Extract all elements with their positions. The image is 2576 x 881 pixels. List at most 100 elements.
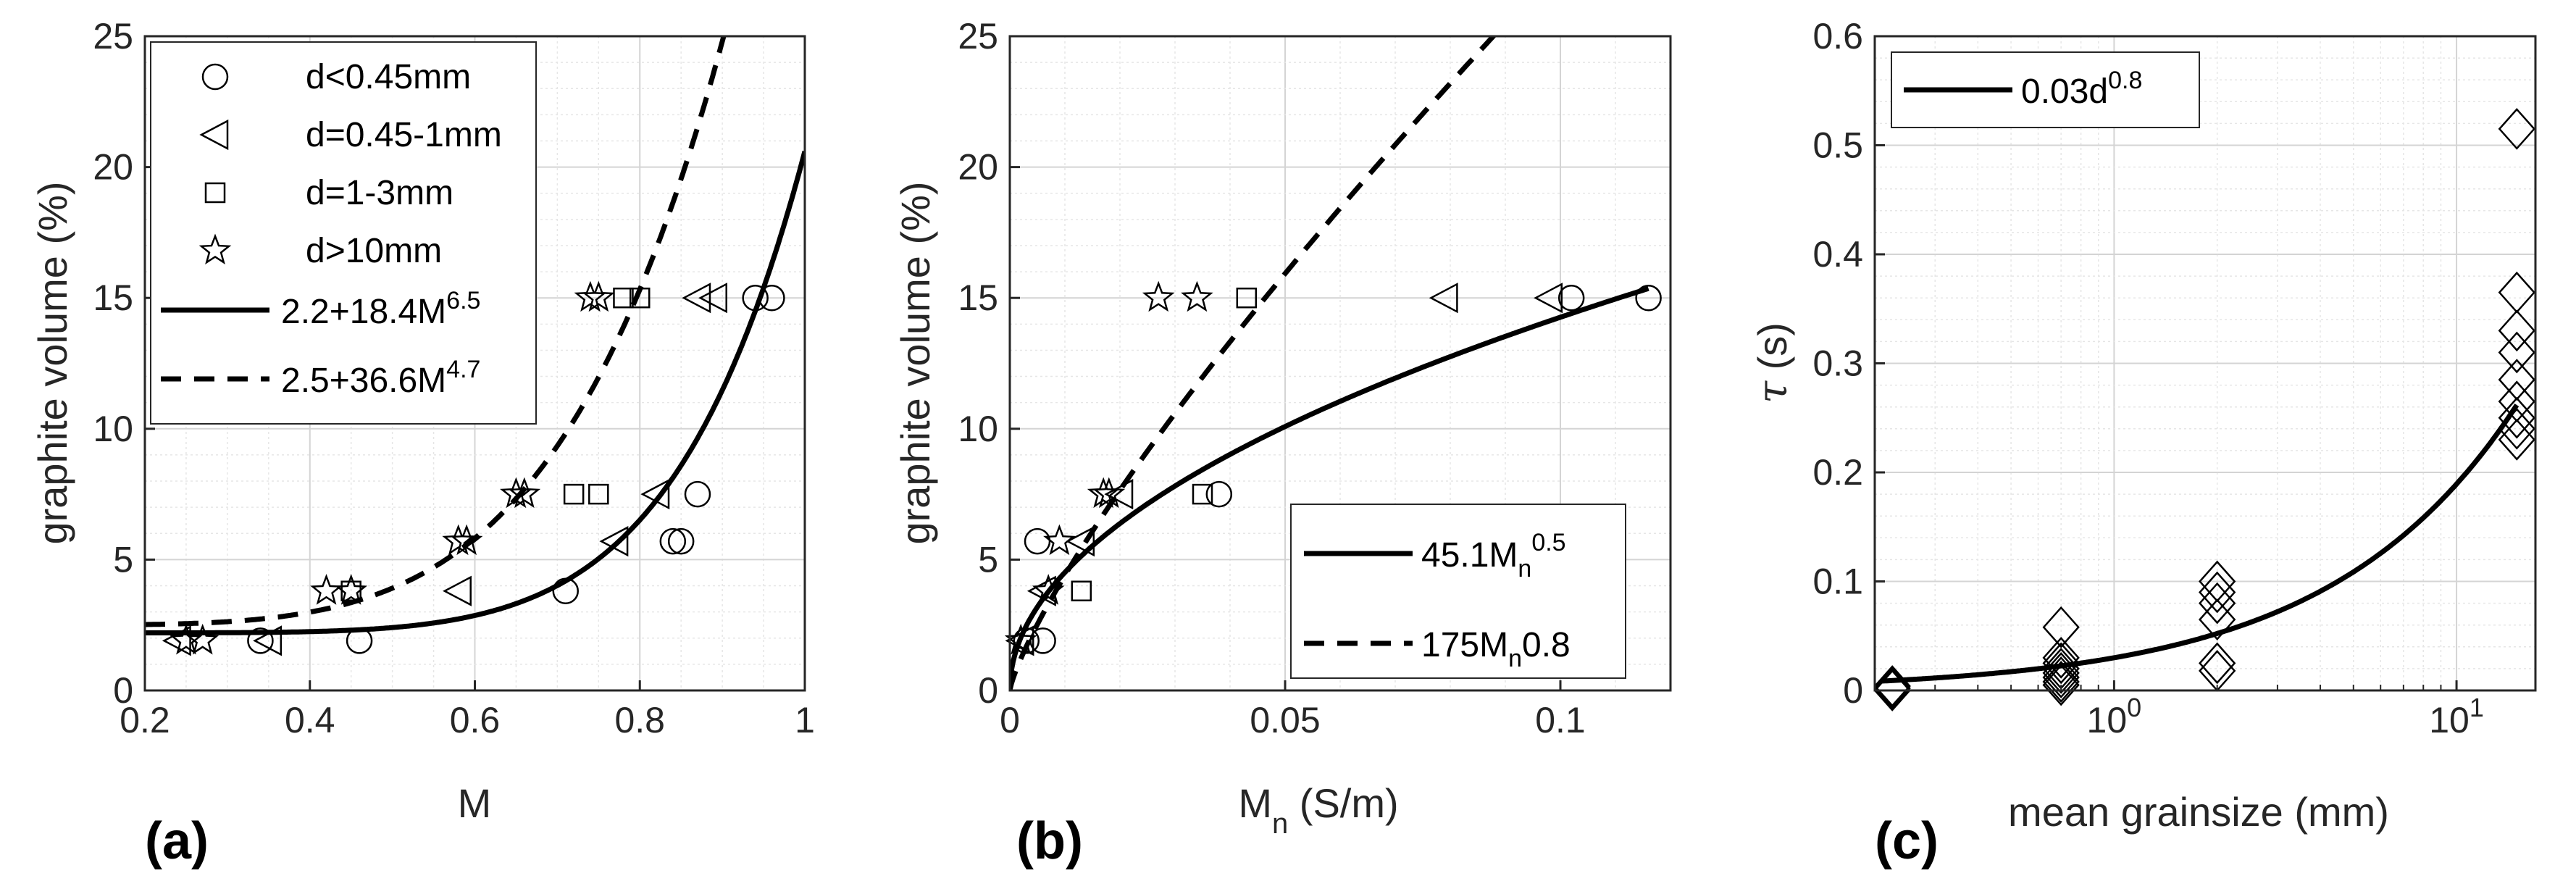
data-point-circle [1635,284,1662,312]
data-point-triangle-left [443,575,472,606]
legend-marker-triangle-left [199,119,229,151]
y-tick-label: 10 [958,409,998,449]
data-point-square [563,483,585,505]
data-point-diamond [2042,642,2080,685]
data-point-circle [758,284,785,312]
fit-curve-dashed [145,36,727,627]
data-point-diamond [2042,656,2080,698]
data-point-circle [552,577,580,604]
data-point-diamond [2498,407,2535,450]
data-point-diamond [2498,396,2535,439]
data-point-star [508,477,541,509]
y-tick-label: 0 [113,670,133,711]
y-tick-label: 25 [93,16,133,57]
data-point-star [186,623,219,655]
data-point-diamond [2199,582,2236,625]
data-point-circle [742,284,769,312]
data-point-diamond [2199,642,2236,685]
x-tick-label: 0.05 [1250,700,1320,740]
y-tick-label: 0.3 [1812,343,1863,384]
x-tick-label: 0.6 [450,700,501,740]
fit-curve-dashed [1010,36,1497,690]
panel-b-axes-box [1008,35,1672,692]
data-point-star [442,524,475,556]
panel-c: 100 101 0 0.1 0.2 0.3 0.4 0.5 0.6 mean grainsize… [1749,16,2537,870]
panel-b-legend: 45.1Mn0.5 175Mn0.8 [1290,504,1626,679]
x-tick-label: 1 [795,700,815,740]
y-tick-label: 0 [978,670,998,711]
fit-curve-solid [1881,404,2519,684]
data-point-star [450,524,483,556]
panel-a-legend-label-3: d=1-3mm [306,174,453,212]
panel-c-x-axis-label: mean grainsize (mm) [2008,789,2389,835]
panel-b-y-axis-label: graphite volume (%) [892,181,938,544]
y-tick-label: 0.2 [1812,452,1863,493]
y-tick-label: 5 [113,539,133,580]
data-point-triangle-left [1534,283,1563,314]
data-point-circle [667,527,695,555]
y-tick-label: 10 [93,409,133,449]
x-tick-label: 0.8 [614,700,665,740]
panel-c-data-points [1873,108,2535,711]
panel-c-legend-fit-1: 0.03d0.8 [2021,67,2142,111]
panel-a-fit-curves [145,36,805,635]
data-point-triangle-left [1026,575,1056,606]
data-point-triangle-left [698,283,727,314]
panel-b-ticks: 0 0.05 0.1 0 5 10 15 20 25 [958,16,1585,740]
panel-a-legend-label-2: d=0.45-1mm [306,116,502,154]
panel-c-legend: 0.03d0.8 [1891,51,2200,128]
panel-a-legend-label-1: d<0.45mm [306,58,471,96]
panel-b-fit-curves [1010,36,1649,690]
panel-c-fit-curves [1881,404,2519,684]
legend-marker-star [198,233,232,265]
data-point-star [574,280,607,312]
panel-a-y-axis-label: graphite volume (%) [30,181,75,544]
data-point-diamond [1873,669,1911,711]
data-point-circle [684,480,711,508]
data-point-triangle-left [599,526,629,557]
data-point-square [1236,287,1258,309]
data-point-star [500,477,532,509]
data-point-star [1043,524,1076,556]
panel-b-label: (b) [1016,812,1083,870]
panel-a-legend-fit-2: 2.5+36.6M4.7 [281,356,480,400]
legend-marker-circle [201,63,229,91]
fit-curve-solid [1010,285,1649,690]
legend-marker-circle [201,63,229,91]
x-tick-label: 0.4 [285,700,335,740]
legend-marker-square [204,182,226,204]
data-point-triangle-left [1104,479,1134,510]
data-point-triangle-left [1429,283,1458,314]
data-point-diamond [1873,667,1911,709]
y-tick-label: 25 [958,16,998,57]
panel-a-legend-box [150,41,537,425]
panel-b-legend-box [1290,504,1626,679]
data-point-diamond [2199,598,2236,641]
data-point-star [1181,280,1213,312]
data-point-circle [659,527,687,555]
data-point-star [1032,574,1065,605]
data-point-diamond [2498,108,2535,150]
y-tick-label: 15 [93,277,133,318]
data-point-square [630,287,651,309]
panel-b-legend-fit-1: 45.1Mn0.5 [1421,529,1566,583]
data-point-square [1071,580,1092,601]
data-point-triangle-left [253,625,283,656]
x-tick-label: 101 [2429,693,2484,740]
x-tick-label: 100 [2087,693,2142,740]
panel-b: 0 0.05 0.1 0 5 10 15 20 25 Mn (S/m) graphite vol… [892,16,1672,870]
y-tick-label: 0.6 [1812,16,1863,57]
data-point-diamond [2498,331,2535,374]
panel-a-legend-label-4: d>10mm [306,232,442,270]
data-point-triangle-left [640,479,670,510]
data-point-diamond [2042,664,2080,706]
panel-c-y-axis-label: τ (s) [1749,322,1797,404]
data-point-circle [346,627,373,654]
data-point-diamond [2042,636,2080,679]
y-tick-label: 0.1 [1812,561,1863,602]
y-tick-label: 15 [958,277,998,318]
panel-a-label: (a) [145,812,209,870]
